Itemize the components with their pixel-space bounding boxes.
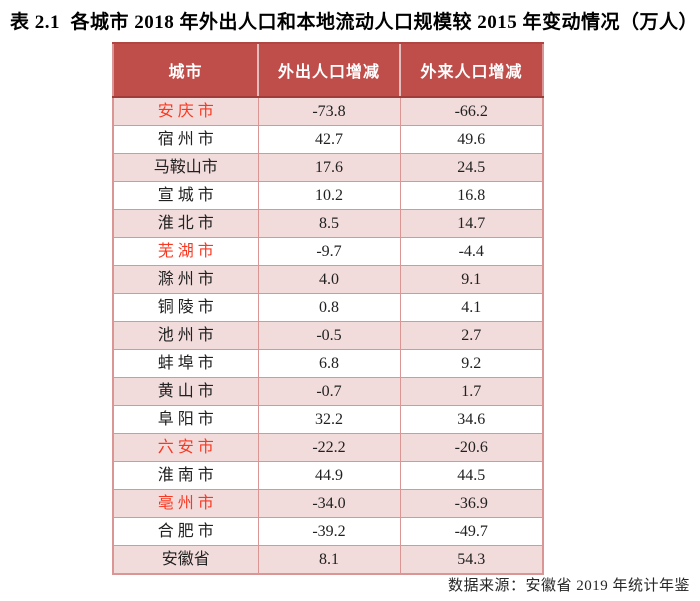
outbound-change-cell: 8.1: [257, 545, 401, 575]
inbound-change-cell: 49.6: [399, 125, 544, 154]
inbound-change-cell: 9.1: [399, 265, 544, 294]
city-name-cell: 池 州 市: [112, 321, 259, 350]
table-row: 芜 湖 市 -9.7 -4.4: [112, 237, 544, 266]
inbound-change-cell: 14.7: [399, 209, 544, 238]
outbound-change-cell: -9.7: [257, 237, 401, 266]
city-name-cell: 亳 州 市: [112, 489, 259, 518]
table-row: 池 州 市 -0.5 2.7: [112, 321, 544, 350]
city-name-cell: 芜 湖 市: [112, 237, 259, 266]
outbound-change-cell: 10.2: [257, 181, 401, 210]
inbound-change-cell: 24.5: [399, 153, 544, 182]
outbound-change-cell: 42.7: [257, 125, 401, 154]
city-name-cell: 马鞍山市: [112, 153, 259, 182]
table-row: 宿 州 市 42.7 49.6: [112, 125, 544, 154]
outbound-change-cell: -22.2: [257, 433, 401, 462]
col-header-outbound-change: 外出人口增减: [257, 42, 400, 98]
data-source-note: 数据来源：安徽省 2019 年统计年鉴: [447, 578, 690, 594]
table-row: 阜 阳 市 32.2 34.6: [112, 405, 544, 434]
table-row: 合 肥 市 -39.2 -49.7: [112, 517, 544, 546]
city-name-cell: 黄 山 市: [112, 377, 259, 406]
city-name-cell: 铜 陵 市: [112, 293, 259, 322]
city-name-cell: 淮 北 市: [112, 209, 259, 238]
inbound-change-cell: -20.6: [399, 433, 544, 462]
col-header-city: 城市: [113, 42, 258, 98]
outbound-change-cell: -39.2: [257, 517, 401, 546]
outbound-change-cell: 4.0: [257, 265, 401, 294]
outbound-change-cell: 17.6: [257, 153, 401, 182]
inbound-change-cell: 2.7: [399, 321, 544, 350]
inbound-change-cell: 9.2: [399, 349, 544, 378]
city-name-cell: 六 安 市: [112, 433, 259, 462]
inbound-change-cell: 4.1: [399, 293, 544, 322]
table-row: 宣 城 市 10.2 16.8: [112, 181, 544, 210]
city-name-cell: 淮 南 市: [112, 461, 259, 490]
table-row: 铜 陵 市 0.8 4.1: [112, 293, 544, 322]
table-body: 安 庆 市 -73.8 -66.2 宿 州 市 42.7 49.6 马鞍山市 1…: [112, 96, 544, 575]
table-row: 淮 南 市 44.9 44.5: [112, 461, 544, 490]
table-title: 表 2.1 各城市 2018 年外出人口和本地流动人口规模较 2015 年变动情…: [10, 12, 699, 33]
inbound-change-cell: -4.4: [399, 237, 544, 266]
table-row: 马鞍山市 17.6 24.5: [112, 153, 544, 182]
inbound-change-cell: 34.6: [399, 405, 544, 434]
inbound-change-cell: -66.2: [399, 96, 544, 126]
table-row: 滁 州 市 4.0 9.1: [112, 265, 544, 294]
table-row: 蚌 埠 市 6.8 9.2: [112, 349, 544, 378]
city-name-cell: 合 肥 市: [112, 517, 259, 546]
table-row: 黄 山 市 -0.7 1.7: [112, 377, 544, 406]
city-name-cell: 蚌 埠 市: [112, 349, 259, 378]
table-row: 淮 北 市 8.5 14.7: [112, 209, 544, 238]
col-header-inbound-change: 外来人口增减: [399, 42, 543, 98]
table-header-row: 城市 外出人口增减 外来人口增减: [113, 42, 543, 98]
table-header: 城市 外出人口增减 外来人口增减: [113, 42, 543, 98]
inbound-change-cell: -49.7: [399, 517, 544, 546]
inbound-change-cell: 16.8: [399, 181, 544, 210]
outbound-change-cell: -0.7: [257, 377, 401, 406]
city-name-cell: 宣 城 市: [112, 181, 259, 210]
outbound-change-cell: 0.8: [257, 293, 401, 322]
outbound-change-cell: 44.9: [257, 461, 401, 490]
outbound-change-cell: -0.5: [257, 321, 401, 350]
population-change-table: 城市 外出人口增减 外来人口增减 安 庆 市 -73.8 -66.2 宿 州 市…: [112, 42, 544, 575]
city-name-cell: 滁 州 市: [112, 265, 259, 294]
inbound-change-cell: 44.5: [399, 461, 544, 490]
table-row: 亳 州 市 -34.0 -36.9: [112, 489, 544, 518]
table-row: 六 安 市 -22.2 -20.6: [112, 433, 544, 462]
outbound-change-cell: 8.5: [257, 209, 401, 238]
outbound-change-cell: 32.2: [257, 405, 401, 434]
city-name-cell: 安徽省: [112, 545, 259, 575]
table-row: 安徽省 8.1 54.3: [112, 545, 544, 575]
inbound-change-cell: 1.7: [399, 377, 544, 406]
inbound-change-cell: -36.9: [399, 489, 544, 518]
city-name-cell: 阜 阳 市: [112, 405, 259, 434]
city-name-cell: 宿 州 市: [112, 125, 259, 154]
table-row: 安 庆 市 -73.8 -66.2: [112, 96, 544, 126]
city-name-cell: 安 庆 市: [112, 96, 259, 126]
outbound-change-cell: -73.8: [257, 96, 401, 126]
outbound-change-cell: -34.0: [257, 489, 401, 518]
outbound-change-cell: 6.8: [257, 349, 401, 378]
inbound-change-cell: 54.3: [399, 545, 544, 575]
